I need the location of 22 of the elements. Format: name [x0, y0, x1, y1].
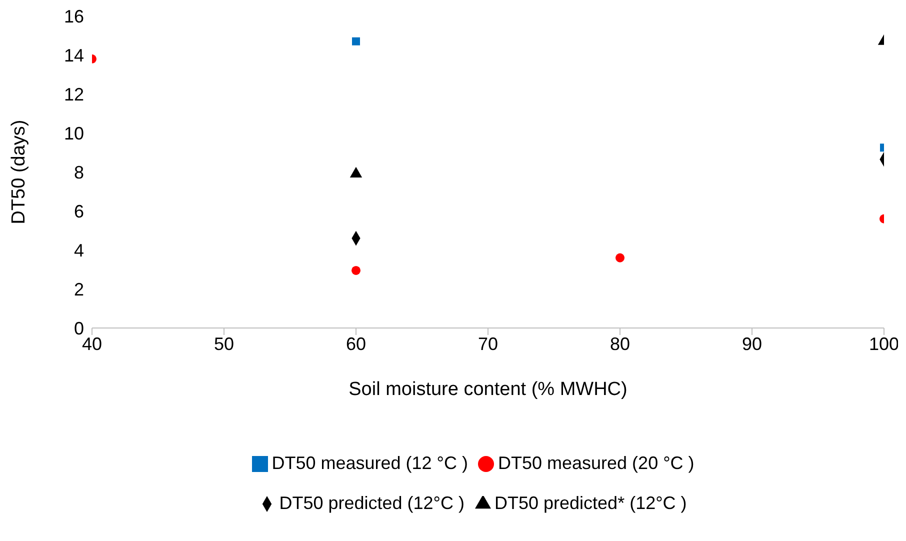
legend-label: DT50 measured (12 °C )	[272, 453, 468, 473]
y-tick-label: 10	[64, 123, 84, 144]
y-tick-label: 6	[74, 201, 84, 222]
y-tick-label: 16	[64, 6, 84, 26]
legend-label: DT50 predicted* (12°C )	[494, 493, 687, 513]
legend-label: DT50 predicted (12°C )	[279, 493, 464, 513]
x-tick-label: 70	[478, 334, 498, 354]
x-tick-label: 100	[868, 334, 900, 354]
x-tick-label: 60	[346, 334, 366, 354]
y-tick-label: 12	[64, 84, 84, 104]
y-tick-label: 8	[74, 162, 84, 182]
x-tick-label: 50	[214, 334, 234, 354]
x-tick-label: 40	[82, 334, 102, 354]
x-tick-label: 90	[742, 334, 762, 354]
y-axis-title: DT50 (days)	[8, 120, 30, 224]
y-tick-label: 14	[64, 45, 84, 66]
x-tick-label: 80	[610, 334, 630, 354]
y-tick-label: 2	[74, 279, 84, 300]
y-tick-label: 4	[74, 240, 84, 260]
x-axis-title: Soil moisture content (% MWHC)	[348, 379, 628, 400]
y-tick-label: 0	[74, 318, 84, 338]
legend-label: DT50 measured (20 °C )	[498, 453, 694, 473]
